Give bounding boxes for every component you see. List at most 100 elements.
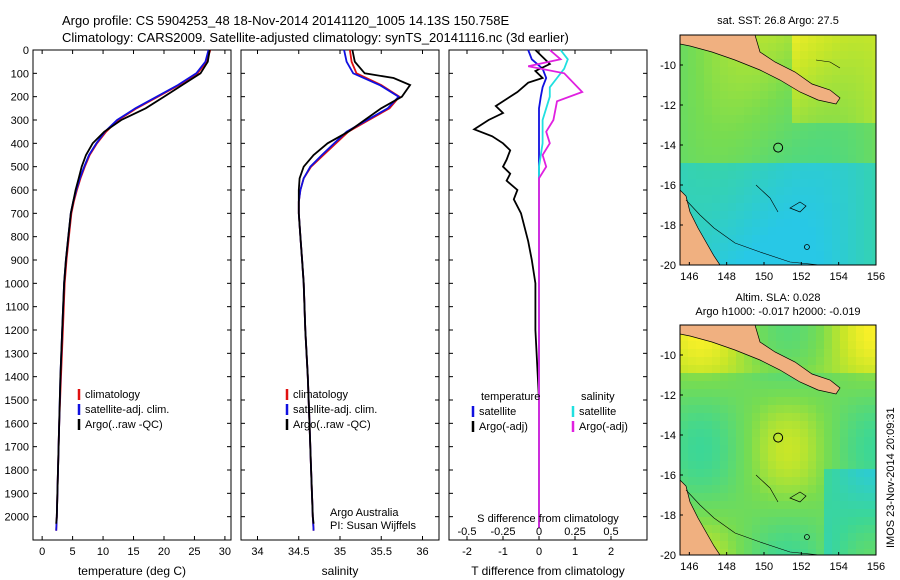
sla-field-cell xyxy=(824,485,833,494)
sla-field-cell xyxy=(720,509,729,518)
sst-field-cell xyxy=(784,211,793,220)
sst-ytick-label: -12 xyxy=(660,100,676,112)
sst-field-cell xyxy=(848,83,857,92)
sla-field-cell xyxy=(688,501,697,510)
sst-field-cell xyxy=(728,235,737,244)
sla-field-cell xyxy=(824,373,833,382)
sla-field-cell xyxy=(808,357,817,366)
sst-field-cell xyxy=(744,163,753,172)
sla-field-cell xyxy=(840,533,849,542)
sst-field-cell xyxy=(720,59,729,68)
sst-field-cell xyxy=(752,107,761,116)
sla-field-cell xyxy=(848,405,857,414)
sst-field-cell xyxy=(808,203,817,212)
sst-field-cell xyxy=(744,67,753,76)
sla-field-cell xyxy=(704,501,713,510)
reef-contour-3 xyxy=(789,201,807,213)
sla-field-cell xyxy=(768,541,777,550)
sla-field-cell xyxy=(760,373,769,382)
sla-field-cell xyxy=(776,469,785,478)
sst-field-cell xyxy=(784,155,793,164)
sst-field-cell xyxy=(864,115,873,124)
sst-field-cell xyxy=(816,187,825,196)
sst-field-cell xyxy=(736,219,745,228)
sst-field-cell xyxy=(688,203,697,212)
sla-field-cell xyxy=(712,541,721,550)
sst-field-cell xyxy=(688,59,697,68)
temperature-ytick-label: 600 xyxy=(11,185,29,197)
sst-field-cell xyxy=(848,115,857,124)
sla-field-cell xyxy=(712,509,721,518)
sst-field-cell xyxy=(712,163,721,172)
sst-field-cell xyxy=(864,227,873,236)
sla-field-cell xyxy=(872,509,876,518)
sst-field-cell xyxy=(752,243,761,252)
sst-field-cell xyxy=(872,91,876,100)
sla-field-cell xyxy=(688,493,697,502)
sst-field-cell xyxy=(688,91,697,100)
sst-field-cell xyxy=(712,123,721,132)
sla-field-cell xyxy=(728,517,737,526)
sla-field-cell xyxy=(776,477,785,486)
sst-field-cell xyxy=(856,235,865,244)
sst-field-cell xyxy=(872,243,876,252)
sla-field-cell xyxy=(832,365,841,374)
sst-field-cell xyxy=(696,51,705,60)
sst-field-cell xyxy=(688,115,697,124)
sla-field-cell xyxy=(784,453,793,462)
sst-field-cell xyxy=(760,235,769,244)
sst-field-cell xyxy=(744,91,753,100)
sla-field-cell xyxy=(688,453,697,462)
sla-field-cell xyxy=(744,549,753,555)
sst-field-cell xyxy=(816,67,825,76)
sst-field-cell xyxy=(760,227,769,236)
sst-xtick-label: 148 xyxy=(717,271,735,283)
sst-field-cell xyxy=(704,147,713,156)
sst-field-cell xyxy=(808,115,817,124)
sst-field-cell xyxy=(768,139,777,148)
sla-field-cell xyxy=(696,365,705,374)
sla-field-cell xyxy=(760,325,769,334)
sst-field-cell xyxy=(688,83,697,92)
sla-field-cell xyxy=(720,421,729,430)
sst-field-cell xyxy=(712,203,721,212)
sla-field-cell xyxy=(784,517,793,526)
sst-field-cell xyxy=(816,51,825,60)
sla-field-cell xyxy=(680,437,689,446)
sla-field-cell xyxy=(856,461,865,470)
sst-field-cell xyxy=(720,107,729,116)
sla-field-cell xyxy=(792,445,801,454)
sla-field-cell xyxy=(800,357,809,366)
sla-field-cell xyxy=(704,509,713,518)
sst-field-cell xyxy=(832,243,841,252)
sst-field-cell xyxy=(704,211,713,220)
sst-field-cell xyxy=(752,75,761,84)
sla-field-cell xyxy=(800,549,809,555)
sla-field-cell xyxy=(776,533,785,542)
sst-field-cell xyxy=(752,67,761,76)
sla-field-cell xyxy=(832,549,841,555)
sla-field-cell xyxy=(744,413,753,422)
sla-field-cell xyxy=(840,509,849,518)
sla-field-cell xyxy=(864,485,873,494)
sla-field-cell xyxy=(768,413,777,422)
sla-field-cell xyxy=(760,533,769,542)
difference-xtick-label: 1 xyxy=(572,546,578,558)
sla-ytick-label: -10 xyxy=(660,350,676,362)
sst-field-cell xyxy=(720,147,729,156)
sla-field-cell xyxy=(712,525,721,534)
sla-field-cell xyxy=(800,389,809,398)
sst-field-cell xyxy=(816,251,825,260)
sla-field-cell xyxy=(696,437,705,446)
sst-field-cell xyxy=(824,235,833,244)
sst-field-cell xyxy=(736,195,745,204)
sst-field-cell xyxy=(728,99,737,108)
sst-field-cell xyxy=(800,219,809,228)
sst-field-cell xyxy=(680,43,689,52)
sst-field-cell xyxy=(848,243,857,252)
sla-field-cell xyxy=(736,357,745,366)
difference-plot-frame xyxy=(448,49,648,541)
sla-field-cell xyxy=(848,477,857,486)
sst-field-cell xyxy=(776,187,785,196)
sla-field-cell xyxy=(784,413,793,422)
